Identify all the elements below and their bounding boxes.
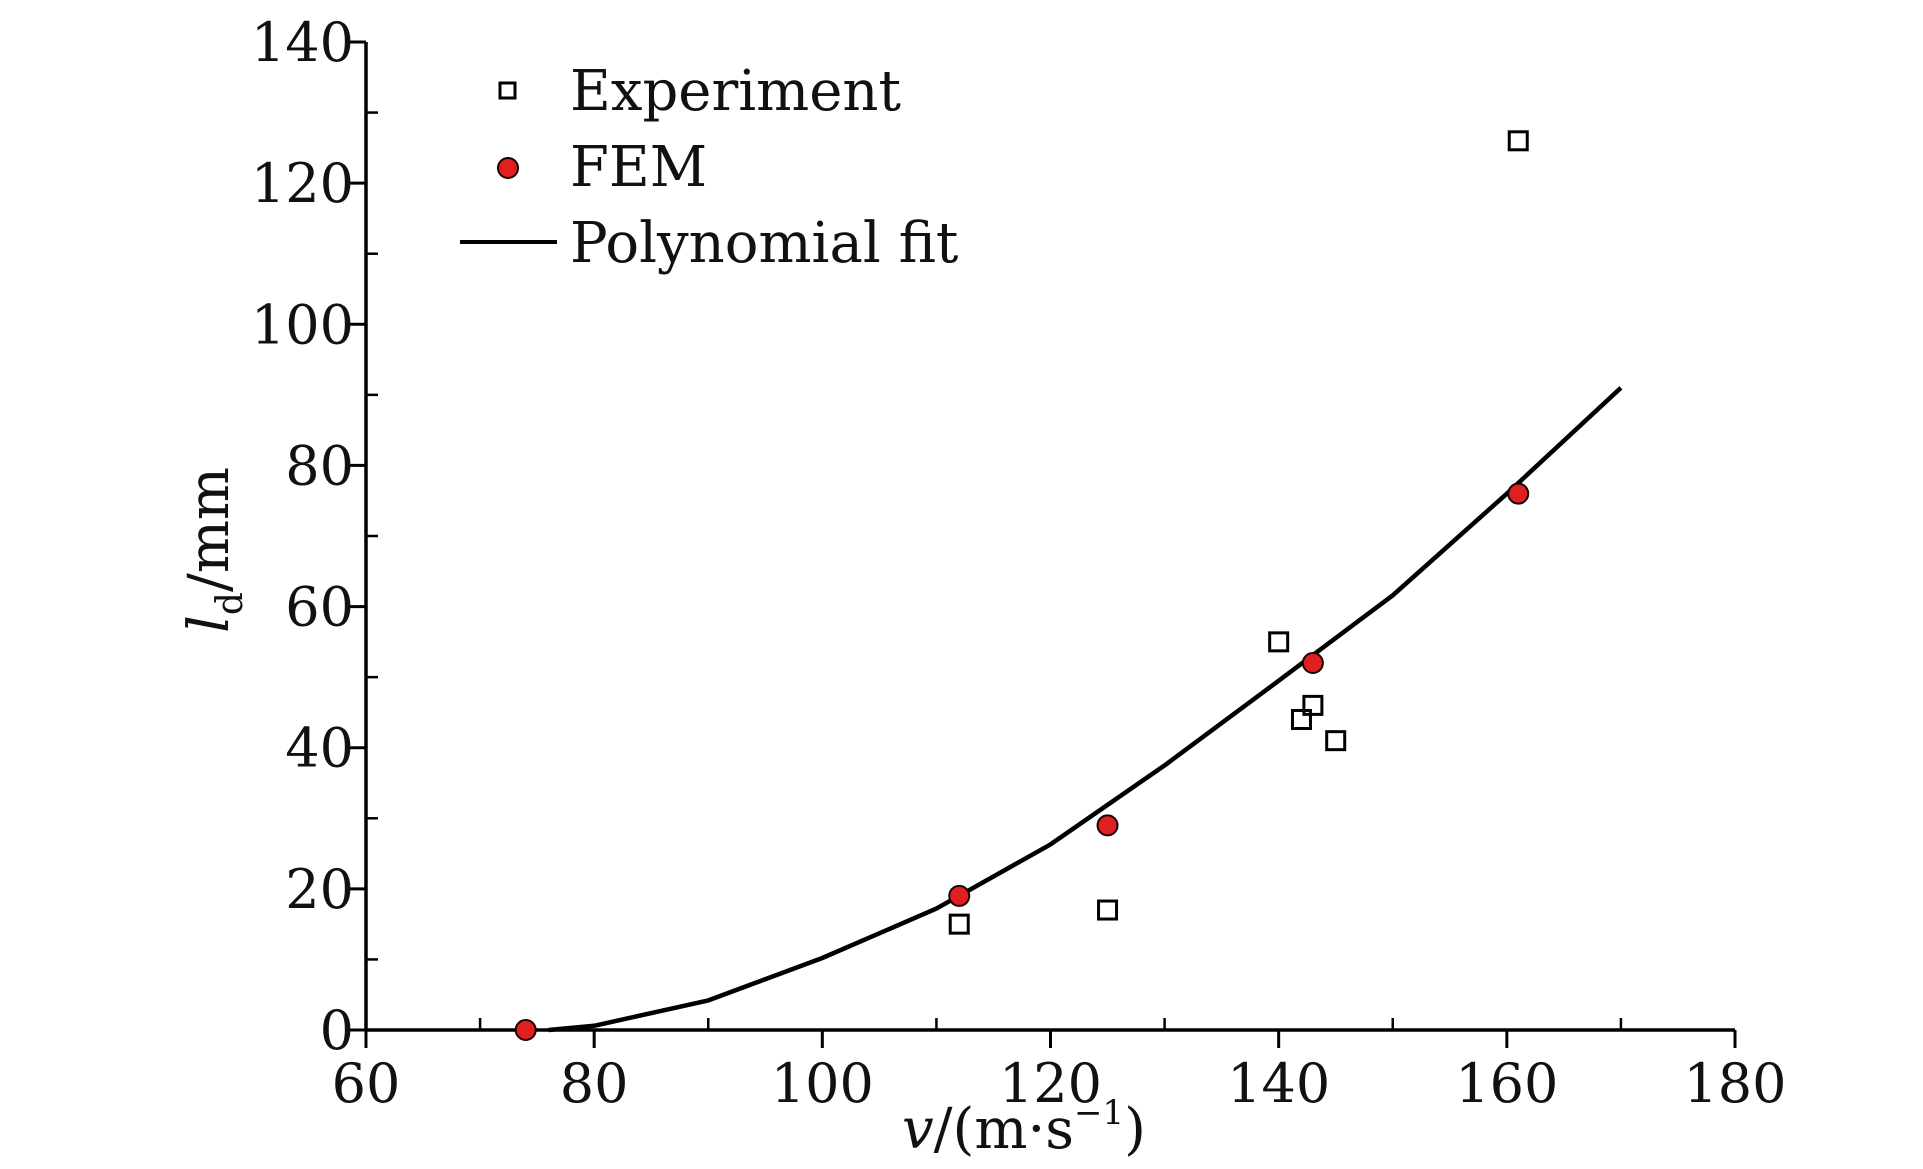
y-axis-subscript: d (210, 592, 251, 615)
x-axis-unit-exponent: −1 (1074, 1093, 1124, 1133)
fem-point (1301, 652, 1324, 675)
fem-point (1507, 482, 1530, 505)
x-tick-label: 180 (1683, 1052, 1786, 1115)
experiment-point (1268, 631, 1290, 653)
experiment-point (1302, 694, 1324, 716)
y-tick-label: 100 (251, 293, 354, 356)
x-tick-label: 100 (771, 1052, 874, 1115)
y-tick-label: 140 (251, 11, 354, 74)
x-tick-label: 120 (999, 1052, 1102, 1115)
experiment-point (1325, 730, 1347, 752)
y-axis-var: l (177, 615, 242, 633)
experiment-point (1097, 899, 1119, 921)
x-axis-ticks: 60 80 100 120 140 160 180 (332, 1018, 1787, 1115)
x-tick-label: 80 (560, 1052, 629, 1115)
fem-point (514, 1019, 537, 1041)
x-tick-label: 140 (1227, 1052, 1330, 1115)
x-tick-label: 160 (1455, 1052, 1558, 1115)
legend-fit-label: Polynomial fit (570, 211, 959, 276)
x-axis-unit-close: ) (1124, 1097, 1146, 1162)
y-axis-ticks: 0 20 40 60 80 100 120 140 (251, 11, 378, 1062)
y-tick-label: 0 (320, 999, 354, 1062)
experiment-point (948, 913, 970, 935)
fem-point (1096, 814, 1119, 837)
y-tick-label: 60 (285, 576, 354, 639)
legend-fem-marker (497, 157, 519, 179)
experiment-point (1290, 708, 1312, 730)
y-tick-label: 80 (285, 434, 354, 497)
y-tick-label: 120 (251, 152, 354, 215)
polynomial-fit-line (548, 386, 1623, 1033)
legend: Experiment FEM Polynomial fit (460, 59, 959, 276)
legend-experiment-marker (498, 81, 517, 100)
legend-experiment-label: Experiment (570, 59, 901, 124)
fem-point (948, 884, 971, 907)
experiment-point (1507, 130, 1529, 152)
legend-fem-label: FEM (570, 135, 707, 200)
y-tick-label: 20 (285, 858, 354, 921)
x-tick-label: 60 (332, 1052, 401, 1115)
x-axis-var: v (902, 1097, 934, 1162)
y-axis-title: ld/mm (177, 467, 251, 633)
y-tick-label: 40 (285, 717, 354, 780)
fit-curve-layer (548, 386, 1623, 1033)
y-axis-unit: /mm (177, 467, 242, 592)
points-layer (514, 130, 1530, 1041)
x-axis-unit: /(m·s (934, 1097, 1074, 1162)
x-axis-title: v/(m·s−1) (902, 1093, 1146, 1162)
